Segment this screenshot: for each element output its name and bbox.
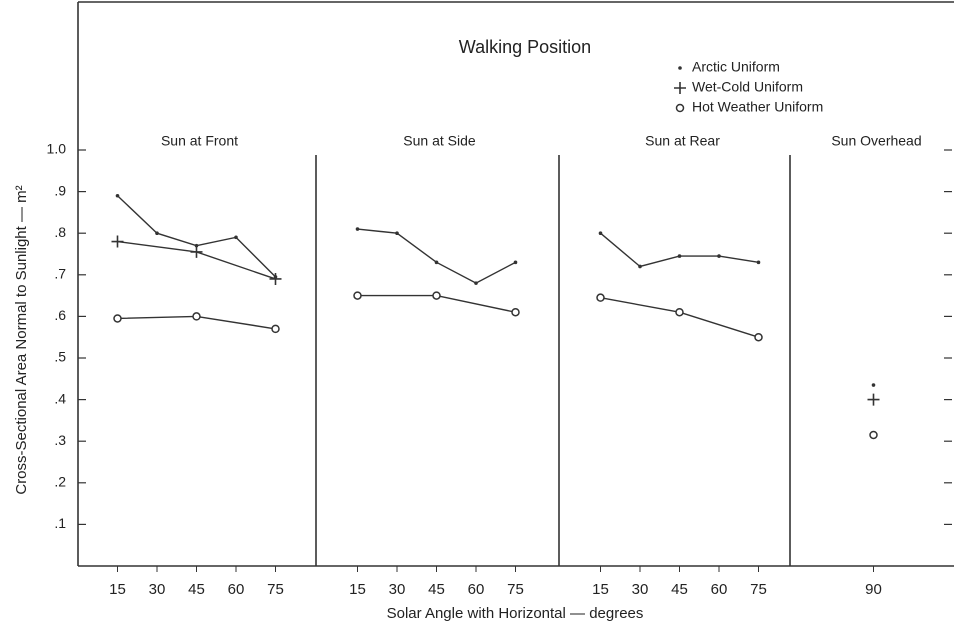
x-tick-label: 15 (349, 581, 366, 598)
series-line (357, 228, 516, 284)
x-tick-label: 30 (632, 581, 649, 598)
x-tick-label: 60 (711, 581, 728, 598)
y-tick-label: 1.0 (47, 141, 67, 157)
data-point (754, 332, 763, 342)
series-line (600, 296, 759, 338)
chart-title: Walking Position (459, 37, 591, 57)
panel-title: Sun Overhead (831, 133, 921, 149)
data-point (353, 291, 362, 300)
y-tick-label: .8 (54, 224, 66, 240)
data-point (271, 324, 280, 334)
x-tick-label: 90 (865, 581, 882, 598)
y-tick-label: .2 (54, 474, 66, 490)
data-point (355, 227, 360, 231)
legend-marker (674, 82, 686, 94)
y-tick-label: .9 (54, 182, 66, 198)
y-axis-label: Cross-Sectional Area Normal to Sunlight … (13, 185, 30, 494)
y-tick-label: .6 (54, 307, 66, 323)
data-point (675, 307, 684, 317)
series-line (117, 195, 276, 278)
x-tick-label: 75 (507, 581, 524, 598)
data-point (434, 260, 439, 265)
x-tick-label: 60 (228, 581, 245, 598)
data-point (511, 307, 520, 317)
y-tick-label: .3 (54, 432, 66, 448)
data-point (513, 260, 518, 265)
data-point (395, 231, 399, 235)
data-point (432, 291, 441, 300)
legend-label: Wet-Cold Uniform (692, 79, 803, 95)
y-tick-label: .1 (54, 515, 66, 531)
x-axis-label: Solar Angle with Horizontal — degrees (387, 605, 644, 622)
data-point (269, 272, 282, 285)
data-point (192, 312, 201, 321)
data-point (474, 281, 478, 285)
data-point (869, 430, 878, 440)
x-tick-label: 60 (468, 581, 485, 598)
data-point (190, 245, 203, 258)
x-tick-label: 15 (592, 581, 609, 598)
data-point (194, 243, 199, 248)
legend-label: Hot Weather Uniform (692, 99, 823, 115)
x-tick-label: 75 (267, 581, 284, 598)
legend-marker (678, 66, 682, 70)
y-tick-label: .7 (54, 266, 66, 282)
legend-marker (675, 103, 685, 113)
x-tick-label: 45 (428, 581, 445, 598)
x-tick-label: 45 (188, 581, 205, 598)
panel-title: Sun at Rear (645, 133, 720, 149)
panel-title: Sun at Side (403, 133, 476, 149)
data-point (756, 260, 761, 265)
data-point (677, 254, 682, 258)
x-tick-label: 45 (671, 581, 688, 598)
x-tick-label: 30 (149, 581, 166, 598)
data-point (113, 314, 122, 323)
data-point (155, 231, 159, 235)
data-point (871, 383, 876, 387)
y-tick-label: .4 (54, 390, 66, 406)
series-line (600, 232, 759, 268)
legend-label: Arctic Uniform (692, 59, 780, 75)
data-point (598, 231, 603, 235)
data-point (111, 235, 124, 248)
data-point (596, 293, 605, 302)
x-tick-label: 15 (109, 581, 126, 598)
data-point (638, 264, 642, 269)
x-tick-label: 30 (389, 581, 406, 598)
data-point (867, 393, 880, 406)
x-tick-label: 75 (750, 581, 767, 598)
panel-title: Sun at Front (161, 133, 238, 149)
y-tick-label: .5 (54, 349, 66, 365)
data-point (115, 193, 120, 198)
data-point (234, 235, 238, 240)
data-point (717, 254, 721, 258)
